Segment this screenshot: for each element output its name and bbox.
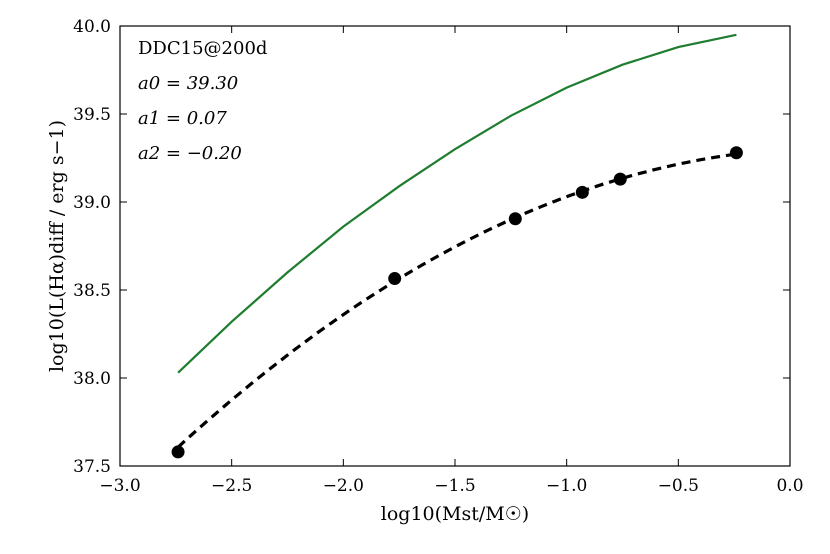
y-tick-label: 38.0 <box>73 369 111 389</box>
annotation-a2: a2 = −0.20 <box>138 143 242 164</box>
y-tick-label: 39.5 <box>73 105 111 125</box>
data-point <box>171 445 185 459</box>
x-tick-label: −1.5 <box>434 476 475 496</box>
y-tick-label: 38.5 <box>73 281 111 301</box>
x-tick-label: −1.0 <box>546 476 587 496</box>
y-tick-label: 37.5 <box>73 457 111 477</box>
data-point <box>508 212 522 226</box>
annotation-a1: a1 = 0.07 <box>138 108 227 129</box>
y-tick-label: 39.0 <box>73 193 111 213</box>
x-tick-label: −2.5 <box>211 476 252 496</box>
data-point <box>575 185 589 199</box>
x-tick-label: 0.0 <box>776 476 803 496</box>
data-point <box>729 146 743 160</box>
y-axis-label: log10(L(Hα)diff / erg s−1) <box>46 120 68 372</box>
data-point <box>613 172 627 186</box>
y-tick-label: 40.0 <box>73 17 111 37</box>
x-tick-label: −2.0 <box>323 476 364 496</box>
fit-line-dashed <box>177 152 737 449</box>
x-tick-label: −0.5 <box>658 476 699 496</box>
data-point <box>388 272 402 286</box>
x-tick-label: −3.0 <box>99 476 140 496</box>
series-line-green <box>177 33 737 374</box>
x-axis-label: log10(Mst/M☉) <box>381 503 529 525</box>
annotation-a0: a0 = 39.30 <box>138 73 238 94</box>
annotation-model: DDC15@200d <box>138 38 267 59</box>
